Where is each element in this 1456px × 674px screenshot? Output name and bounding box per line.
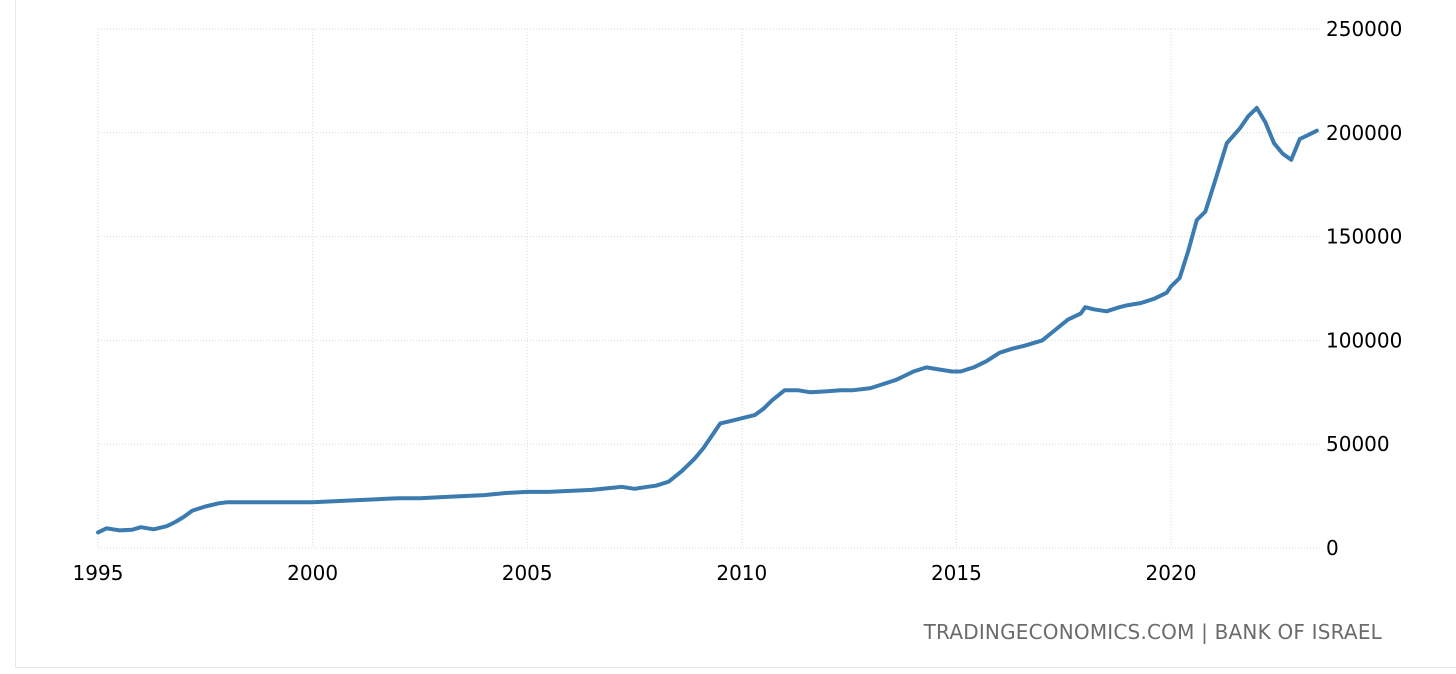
y-tick-label: 250000 (1326, 17, 1402, 41)
source-attribution: TRADINGECONOMICS.COM | BANK OF ISRAEL (923, 620, 1382, 644)
series-line (96, 105, 1319, 535)
y-axis-tick-labels: 0 50000 100000 150000 200000 250000 (1326, 17, 1402, 560)
y-tick-label: 200000 (1326, 121, 1402, 145)
x-tick-label: 2010 (716, 561, 767, 585)
y-tick-label: 100000 (1326, 328, 1402, 352)
x-tick-label: 2005 (502, 561, 553, 585)
series-layer (96, 105, 1319, 535)
y-tick-label: 50000 (1326, 432, 1390, 456)
x-axis-tick-labels: 1995 2000 2005 2010 2015 2020 (73, 561, 1197, 585)
x-tick-label: 2000 (287, 561, 338, 585)
x-tick-label: 2015 (931, 561, 982, 585)
chart-panel (15, 0, 1456, 668)
x-tick-label: 2020 (1146, 561, 1197, 585)
grid-layer (97, 28, 1320, 549)
y-tick-label: 150000 (1326, 225, 1402, 249)
y-tick-label: 0 (1326, 536, 1339, 560)
x-tick-label: 1995 (73, 561, 124, 585)
